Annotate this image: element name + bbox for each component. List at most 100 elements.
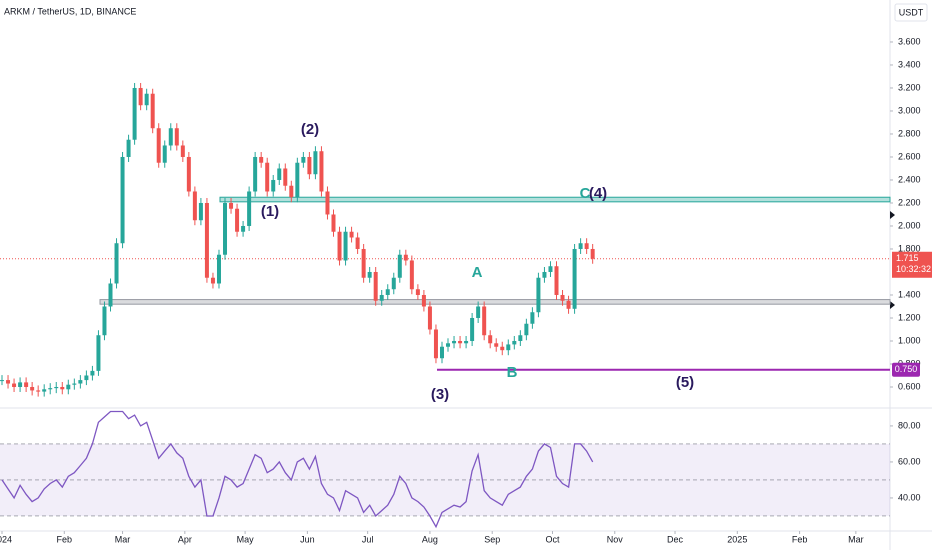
candle-body bbox=[584, 243, 589, 249]
currency[interactable]: USDT bbox=[899, 7, 924, 17]
candle-body bbox=[452, 340, 457, 344]
wave-label: (1) bbox=[261, 203, 279, 220]
candle-body bbox=[542, 271, 547, 278]
y-tick-label: 2.800 bbox=[898, 128, 921, 138]
candle-body bbox=[289, 185, 294, 198]
level-tag bbox=[892, 362, 920, 377]
candle-body bbox=[494, 343, 499, 347]
candle-body bbox=[174, 128, 179, 146]
candle-body bbox=[108, 283, 113, 307]
candle-body bbox=[518, 335, 523, 341]
candle-body bbox=[482, 306, 487, 336]
x-tick-label: Mar bbox=[115, 534, 131, 544]
candle-body bbox=[265, 162, 270, 192]
candle-body bbox=[283, 168, 288, 186]
candle-body bbox=[319, 151, 324, 192]
rsi-line bbox=[1, 410, 594, 529]
candle-body bbox=[373, 271, 378, 301]
candle-body bbox=[120, 156, 125, 244]
candle-body bbox=[367, 271, 372, 278]
y-tick-label: 3.400 bbox=[898, 59, 921, 69]
candle-body bbox=[337, 231, 342, 261]
candle-body bbox=[24, 382, 29, 387]
candle-body bbox=[210, 277, 215, 284]
y-tick-label: 2.200 bbox=[898, 197, 921, 207]
candle-body bbox=[554, 266, 559, 295]
candle-body bbox=[379, 294, 384, 301]
candle-body bbox=[204, 202, 209, 278]
candle-body bbox=[313, 151, 318, 175]
candle-body bbox=[331, 214, 336, 232]
x-tick-label: Apr bbox=[178, 534, 192, 544]
x-tick-label: 2024 bbox=[0, 534, 12, 544]
x-tick-label: Sep bbox=[484, 534, 500, 544]
candle-body bbox=[84, 375, 89, 381]
y-tick-label: 0.600 bbox=[898, 381, 921, 391]
candle-body bbox=[48, 388, 53, 390]
y-tick-label: 2.600 bbox=[898, 151, 921, 161]
candle-body bbox=[566, 300, 571, 309]
candle-body bbox=[114, 243, 119, 284]
candle-body bbox=[524, 323, 529, 336]
candle-body bbox=[349, 231, 354, 238]
candle-body bbox=[241, 225, 246, 232]
candle-body bbox=[403, 254, 408, 261]
candle-body bbox=[259, 156, 264, 163]
candle-body bbox=[198, 202, 203, 221]
x-tick-label: Feb bbox=[792, 534, 808, 544]
candle-body bbox=[42, 389, 47, 392]
candle-body bbox=[0, 380, 5, 382]
candle-body bbox=[470, 317, 475, 341]
x-tick-label: Dec bbox=[667, 534, 684, 544]
candle-body bbox=[156, 128, 161, 163]
candle-body bbox=[54, 386, 59, 389]
y-tick-label: 1.000 bbox=[898, 335, 921, 345]
candle-body bbox=[590, 248, 595, 259]
candle-body bbox=[186, 156, 191, 192]
candle-body bbox=[247, 191, 252, 226]
candle-body bbox=[180, 145, 185, 157]
candle-body bbox=[235, 208, 240, 232]
candle-body bbox=[36, 390, 41, 392]
candle-body bbox=[433, 329, 438, 359]
wave-label: A bbox=[472, 264, 483, 281]
candle-body bbox=[277, 168, 282, 180]
candle-body bbox=[476, 306, 481, 318]
candle-body bbox=[446, 343, 451, 347]
countdown: 10:32:32 bbox=[896, 264, 931, 274]
candle-body bbox=[578, 243, 583, 249]
candle-body bbox=[229, 202, 234, 209]
candle-body bbox=[548, 266, 553, 272]
candle-body bbox=[488, 335, 493, 344]
candle-body bbox=[150, 93, 155, 129]
candle-body bbox=[12, 383, 17, 387]
candle-body bbox=[253, 156, 258, 192]
candle-body bbox=[102, 306, 107, 336]
y-tick-label: 1.400 bbox=[898, 289, 921, 299]
candle-body bbox=[385, 289, 390, 295]
y-tick-label: 3.000 bbox=[898, 105, 921, 115]
candle-body bbox=[409, 260, 414, 290]
currency-box[interactable] bbox=[894, 3, 928, 22]
candle-body bbox=[343, 231, 348, 261]
candle-body bbox=[271, 179, 276, 192]
candle-body bbox=[458, 340, 463, 344]
y-tick-label: 1.200 bbox=[898, 312, 921, 322]
candle-body bbox=[192, 191, 197, 221]
y-tick-label: 1.800 bbox=[898, 243, 921, 253]
candle-body bbox=[6, 380, 11, 384]
zone bbox=[219, 196, 891, 203]
candle-body bbox=[90, 370, 95, 376]
candle-body bbox=[301, 156, 306, 163]
candle-body bbox=[126, 139, 131, 157]
candle-body bbox=[216, 254, 221, 284]
x-tick-label: 2025 bbox=[727, 534, 747, 544]
x-tick-label: Aug bbox=[422, 534, 438, 544]
candle-body bbox=[536, 277, 541, 313]
zone bbox=[99, 299, 891, 305]
wave-label: B bbox=[507, 364, 518, 381]
wave-label: (3) bbox=[431, 386, 449, 403]
candle-body bbox=[512, 340, 517, 345]
candle-body bbox=[168, 128, 173, 146]
